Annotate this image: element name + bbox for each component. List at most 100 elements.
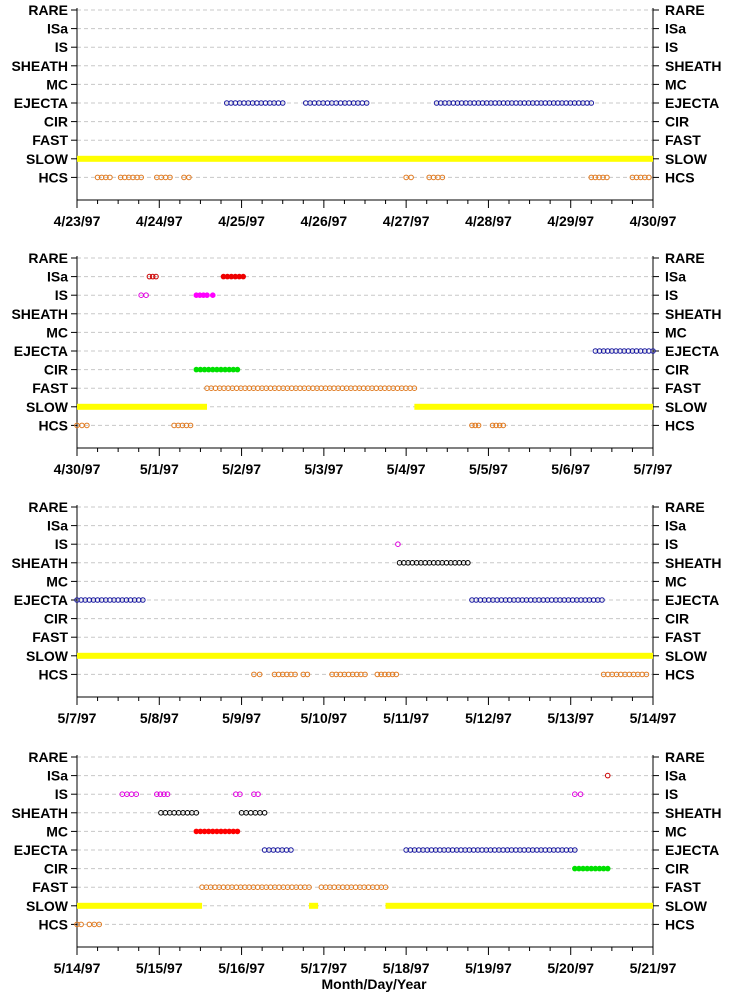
- category-label-left-ejecta: EJECTA: [14, 95, 68, 111]
- x-tick-label: 5/19/97: [465, 960, 512, 976]
- x-tick-label: 4/28/97: [465, 213, 512, 229]
- data-point: [279, 100, 286, 106]
- data-point: [133, 791, 140, 798]
- segment-isa-2-2: [220, 273, 247, 280]
- category-label-right-sheath: SHEATH: [665, 306, 722, 322]
- data-point: [411, 385, 418, 392]
- category-label-right-ejecta: EJECTA: [665, 343, 719, 359]
- category-label-left-isa: ISa: [47, 21, 68, 37]
- data-point: [78, 921, 84, 928]
- category-label-left-fast: FAST: [32, 879, 68, 895]
- data-point: [382, 671, 388, 678]
- segment-slow-3-5: [77, 652, 653, 659]
- x-tick-label: 5/1/97: [140, 461, 179, 477]
- x-tick-label: 5/17/97: [300, 960, 347, 976]
- category-label-right-mc: MC: [665, 76, 687, 92]
- data-point: [465, 560, 471, 566]
- data-point: [240, 273, 247, 280]
- segment-hcs-3-6: [251, 671, 263, 678]
- segment-is-4-3: [154, 791, 171, 798]
- x-tick-label: 5/18/97: [383, 960, 430, 976]
- data-point: [588, 174, 595, 181]
- category-label-left-ejecta: EJECTA: [14, 592, 68, 608]
- segment-hcs-3-9: [329, 671, 368, 678]
- data-point: [472, 422, 479, 429]
- category-label-left-mc: MC: [46, 76, 68, 92]
- category-label-right-slow: SLOW: [665, 151, 708, 167]
- segment-mc-4-9: [193, 828, 241, 835]
- data-point: [261, 810, 268, 816]
- segment-hcs-2-12: [171, 422, 194, 429]
- data-point: [157, 791, 164, 798]
- x-tick-label: 5/5/97: [469, 461, 508, 477]
- category-label-right-cir: CIR: [665, 114, 689, 130]
- segment-hcs-2-14: [489, 422, 507, 429]
- data-point: [596, 174, 602, 181]
- segment-hcs-4-19: [86, 921, 103, 928]
- category-label-left-is: IS: [55, 39, 68, 55]
- category-label-left-sheath: SHEATH: [11, 805, 68, 821]
- segment-fast-4-14: [318, 884, 389, 891]
- data-point: [572, 847, 578, 853]
- category-label-left-rare: RARE: [28, 499, 68, 515]
- data-point: [500, 422, 507, 429]
- data-point: [469, 422, 475, 429]
- segment-cir-2-7: [193, 366, 241, 373]
- category-label-right-sheath: SHEATH: [665, 805, 722, 821]
- data-point: [600, 174, 606, 181]
- category-label-right-cir: CIR: [665, 611, 689, 627]
- data-point: [378, 671, 384, 678]
- data-point: [187, 422, 194, 429]
- category-label-right-mc: MC: [665, 823, 687, 839]
- data-point: [96, 921, 103, 928]
- segment-hcs-3-8: [300, 671, 311, 678]
- category-label-left-ejecta: EJECTA: [14, 842, 68, 858]
- segment-is-3-1: [395, 541, 401, 548]
- x-tick-label: 5/8/97: [140, 710, 179, 726]
- panel-4: RARE RARE ISa ISa IS IS SHEATH SHEATH MC MC EJECTA…: [11, 749, 721, 976]
- segment-slow-4-16: [309, 902, 319, 909]
- category-label-left-slow: SLOW: [26, 648, 69, 664]
- data-point: [646, 174, 652, 181]
- data-point: [167, 174, 173, 181]
- x-tick-label: 5/14/97: [54, 960, 101, 976]
- category-label-right-rare: RARE: [665, 250, 705, 266]
- x-tick-label: 5/6/97: [551, 461, 590, 477]
- segment-sheath-4-8: [238, 810, 268, 816]
- data-point: [161, 791, 167, 798]
- category-label-right-ejecta: EJECTA: [665, 95, 719, 111]
- data-point: [408, 174, 414, 181]
- data-point: [577, 791, 584, 798]
- x-tick-label: 5/13/97: [547, 710, 594, 726]
- x-axis-title: Month/Day/Year: [321, 976, 427, 992]
- x-tick-label: 5/7/97: [634, 461, 673, 477]
- data-point: [389, 671, 396, 678]
- category-label-left-slow: SLOW: [26, 898, 69, 914]
- category-label-right-isa: ISa: [665, 21, 686, 37]
- category-label-left-hcs: HCS: [38, 417, 68, 433]
- segment-ejecta-4-11: [403, 847, 578, 853]
- data-point: [292, 671, 298, 678]
- segment-isa-2-1: [146, 273, 159, 280]
- data-point: [363, 100, 370, 106]
- category-label-right-sheath: SHEATH: [665, 555, 722, 571]
- segment-hcs-3-10: [374, 671, 400, 678]
- category-label-left-rare: RARE: [28, 749, 68, 765]
- data-point: [234, 828, 241, 835]
- category-label-right-isa: ISa: [665, 518, 686, 534]
- data-point: [362, 671, 368, 678]
- category-label-right-hcs: HCS: [665, 666, 695, 682]
- segment-is-2-3: [138, 292, 149, 299]
- category-label-right-fast: FAST: [665, 132, 701, 148]
- category-label-left-mc: MC: [46, 324, 68, 340]
- data-point: [237, 791, 243, 798]
- category-label-left-cir: CIR: [44, 362, 68, 378]
- x-tick-label: 5/4/97: [387, 461, 426, 477]
- x-tick-label: 4/29/97: [547, 213, 594, 229]
- panel-3: RARE RARE ISa ISa IS IS SHEATH SHEATH MC MC EJECTA…: [11, 499, 721, 726]
- category-label-left-isa: ISa: [47, 269, 68, 285]
- segment-sheath-4-7: [158, 810, 200, 816]
- category-label-left-mc: MC: [46, 573, 68, 589]
- data-point: [146, 273, 153, 280]
